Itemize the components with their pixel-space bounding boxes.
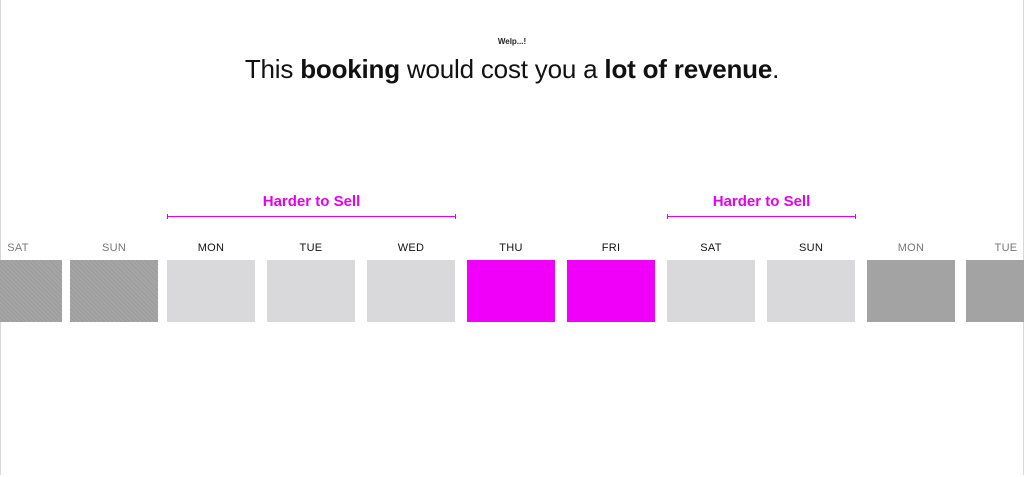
day-box-thu: [467, 260, 555, 322]
day-box-sat-2: [667, 260, 755, 322]
day-label-sat-2: SAT: [700, 242, 722, 254]
day-label-fri: FRI: [601, 242, 621, 254]
day-label-sun-1: SUN: [101, 242, 127, 254]
headline-part-5: .: [772, 54, 780, 84]
harder-to-sell-line-1: [167, 214, 456, 219]
day-label-sat-1: SAT: [7, 242, 29, 254]
headline: This booking would cost you a lot of rev…: [0, 54, 1024, 85]
harder-to-sell-label-2: Harder to Sell: [712, 193, 811, 210]
harder-to-sell-bracket-2: Harder to Sell: [667, 193, 856, 219]
day-label-tue-2: TUE: [994, 242, 1018, 254]
day-label-sun-2: SUN: [798, 242, 824, 254]
headline-emphasis-revenue: lot of revenue: [604, 54, 773, 84]
day-box-tue-1: [267, 260, 355, 322]
harder-to-sell-label-1: Harder to Sell: [262, 193, 361, 210]
day-box-mon-1: [167, 260, 255, 322]
headline-part-1: This: [244, 54, 301, 84]
day-label-mon-2: MON: [897, 242, 925, 254]
subtitle: Welp...!: [497, 37, 527, 46]
day-label-mon-1: MON: [197, 242, 225, 254]
day-box-sun-1: [70, 260, 158, 322]
headline-part-3: would cost you a: [399, 54, 605, 84]
day-box-fri: [567, 260, 655, 322]
day-box-tue-2: [966, 260, 1024, 322]
day-label-tue-1: TUE: [299, 242, 323, 254]
day-box-mon-2: [867, 260, 955, 322]
harder-to-sell-line-2: [667, 214, 856, 219]
harder-to-sell-bracket-1: Harder to Sell: [167, 193, 456, 219]
day-box-wed: [367, 260, 455, 322]
day-label-wed: WED: [397, 242, 425, 254]
day-label-thu: THU: [499, 242, 523, 254]
day-box-sun-2: [767, 260, 855, 322]
headline-emphasis-booking: booking: [300, 54, 400, 84]
day-box-sat-1: [0, 260, 62, 322]
